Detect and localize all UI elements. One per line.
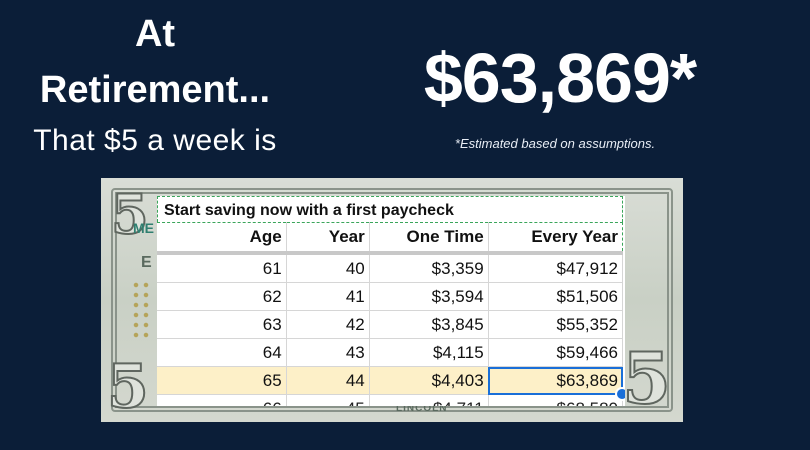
cell-age[interactable]: 63	[157, 310, 287, 339]
cell-one-time[interactable]: $4,711	[368, 394, 489, 406]
header-year[interactable]: Year	[285, 222, 370, 255]
headline-line-2: Retirement...	[39, 69, 271, 111]
retirement-amount: $63,869*	[423, 39, 697, 117]
cell-year[interactable]: 40	[285, 252, 370, 283]
bill-text-lincoln: LINCOLN	[396, 403, 448, 414]
cell-every-year-selected[interactable]: $63,869	[487, 366, 625, 401]
bill-text-e: E	[141, 254, 152, 271]
cell-one-time[interactable]: $4,115	[368, 338, 489, 367]
fill-handle[interactable]	[615, 387, 625, 401]
header-age[interactable]: Age	[157, 222, 287, 255]
cell-age[interactable]: 66	[157, 394, 287, 406]
table-row: 66 45 $4,711 $68,580	[157, 394, 624, 406]
cell-one-time[interactable]: $3,845	[368, 310, 489, 339]
headline-line-1: At	[134, 13, 176, 55]
cell-year[interactable]: 43	[285, 338, 370, 367]
cell-one-time[interactable]: $3,594	[368, 282, 489, 311]
cell-year[interactable]: 45	[285, 394, 370, 406]
cell-age[interactable]: 65	[157, 366, 287, 395]
bill-text-me: ME	[133, 220, 154, 236]
cell-every-year[interactable]: $68,580	[487, 394, 624, 406]
cell-age[interactable]: 61	[157, 252, 287, 283]
savings-table: Age Year One Time Every Year 61 40 $3,35…	[157, 222, 625, 406]
cell-every-year[interactable]: $59,466	[487, 338, 624, 367]
assumption-footnote: *Estimated based on assumptions.	[454, 136, 656, 151]
table-row: 61 40 $3,359 $47,912	[157, 252, 624, 283]
header-one-time[interactable]: One Time	[368, 222, 489, 255]
table-row: 63 42 $3,845 $55,352	[157, 310, 624, 339]
sheet-title[interactable]: Start saving now with a first paycheck	[157, 196, 623, 222]
headline-subline: That $5 a week is	[33, 124, 277, 157]
bill-five-top-left: 5	[110, 181, 150, 247]
cell-every-year[interactable]: $55,352	[487, 310, 624, 339]
table-row: 64 43 $4,115 $59,466	[157, 338, 624, 367]
bill-five-bottom-left: 5	[106, 351, 150, 422]
selected-cell-value: $63,869	[556, 370, 618, 390]
cell-every-year[interactable]: $47,912	[487, 252, 624, 283]
cell-every-year[interactable]: $51,506	[487, 282, 624, 311]
cell-one-time[interactable]: $4,403	[368, 366, 489, 395]
cell-age[interactable]: 64	[157, 338, 287, 367]
bill-five-bottom-right: 5	[621, 336, 672, 421]
table-row: 62 41 $3,594 $51,506	[157, 282, 624, 311]
bill-dots-decoration	[131, 280, 151, 340]
cell-year[interactable]: 41	[285, 282, 370, 311]
cell-age[interactable]: 62	[157, 282, 287, 311]
cell-one-time[interactable]: $3,359	[368, 252, 489, 283]
spreadsheet: Start saving now with a first paycheck A…	[157, 196, 625, 406]
bill-border	[111, 188, 673, 412]
header-every-year[interactable]: Every Year	[487, 222, 624, 255]
table-row-highlighted: 65 44 $4,403 $63,869	[157, 366, 625, 401]
cell-year[interactable]: 44	[285, 366, 370, 395]
cell-year[interactable]: 42	[285, 310, 370, 339]
table-header-row: Age Year One Time Every Year	[157, 222, 624, 255]
